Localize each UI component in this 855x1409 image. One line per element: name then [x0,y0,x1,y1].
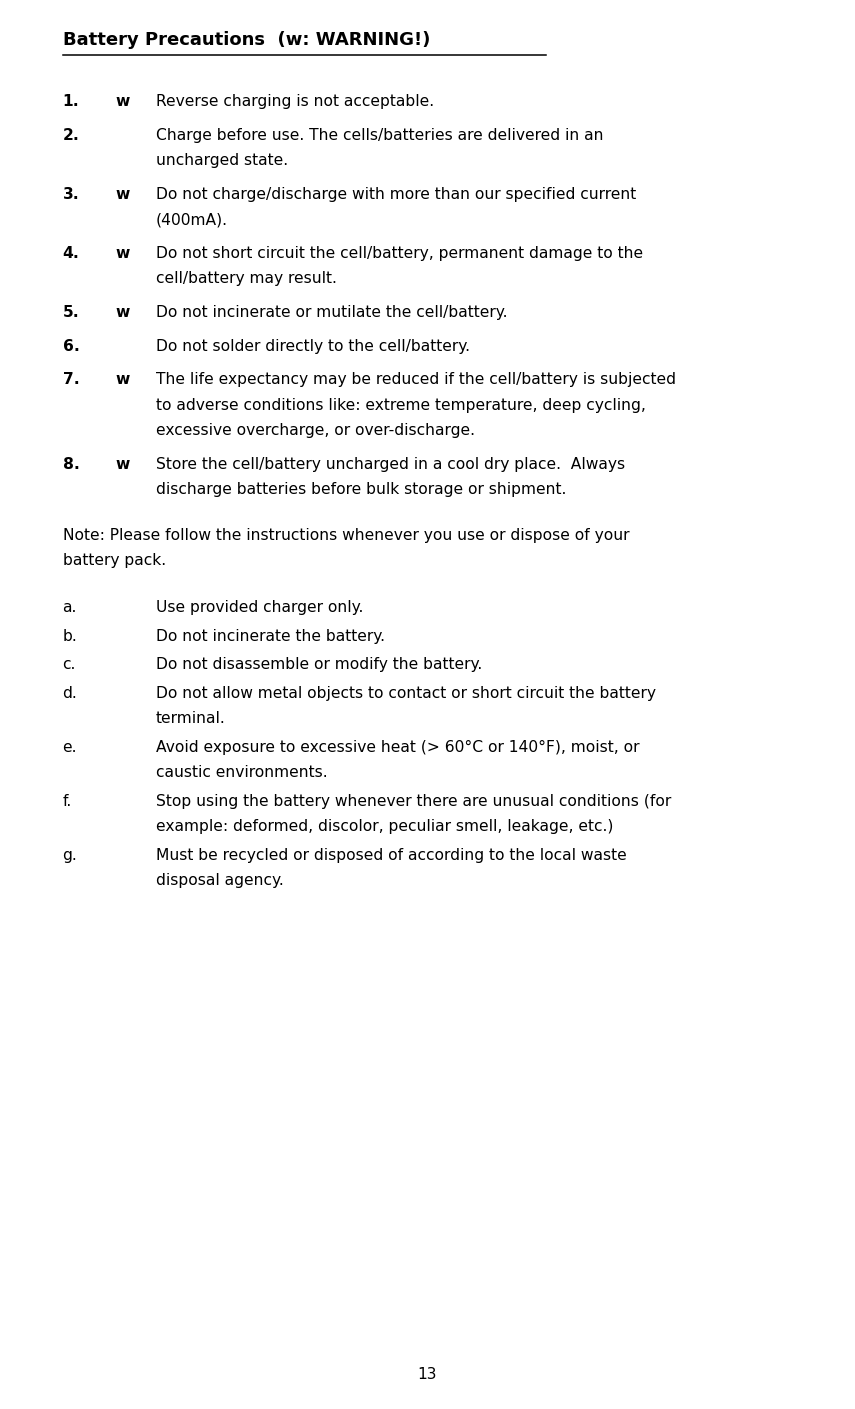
Text: Battery Precautions  (w: WARNING!): Battery Precautions (w: WARNING!) [62,31,430,48]
Text: (400mA).: (400mA). [156,213,227,227]
Text: w: w [115,304,130,320]
Text: Do not solder directly to the cell/battery.: Do not solder directly to the cell/batte… [156,338,469,354]
Text: Do not allow metal objects to contact or short circuit the battery: Do not allow metal objects to contact or… [156,686,656,702]
Text: 2.: 2. [62,128,80,144]
Text: 6.: 6. [62,338,80,354]
Text: uncharged state.: uncharged state. [156,154,287,168]
Text: Use provided charger only.: Use provided charger only. [156,600,363,616]
Text: Do not disassemble or modify the battery.: Do not disassemble or modify the battery… [156,658,482,672]
Text: to adverse conditions like: extreme temperature, deep cycling,: to adverse conditions like: extreme temp… [156,397,646,413]
Text: battery pack.: battery pack. [62,554,166,568]
Text: 3.: 3. [62,187,80,201]
Text: Stop using the battery whenever there are unusual conditions (for: Stop using the battery whenever there ar… [156,793,671,809]
Text: 5.: 5. [62,304,80,320]
Text: g.: g. [62,848,77,862]
Text: cell/battery may result.: cell/battery may result. [156,271,336,286]
Text: 8.: 8. [62,457,80,472]
Text: Do not short circuit the cell/battery, permanent damage to the: Do not short circuit the cell/battery, p… [156,247,643,261]
Text: 1.: 1. [62,94,80,110]
Text: Reverse charging is not acceptable.: Reverse charging is not acceptable. [156,94,433,110]
Text: example: deformed, discolor, peculiar smell, leakage, etc.): example: deformed, discolor, peculiar sm… [156,819,613,834]
Text: Store the cell/battery uncharged in a cool dry place.  Always: Store the cell/battery uncharged in a co… [156,457,625,472]
Text: b.: b. [62,628,77,644]
Text: caustic environments.: caustic environments. [156,765,327,781]
Text: w: w [115,94,130,110]
Text: Note: Please follow the instructions whenever you use or dispose of your: Note: Please follow the instructions whe… [62,528,629,542]
Text: f.: f. [62,793,72,809]
Text: disposal agency.: disposal agency. [156,872,283,888]
Text: The life expectancy may be reduced if the cell/battery is subjected: The life expectancy may be reduced if th… [156,372,675,387]
Text: Must be recycled or disposed of according to the local waste: Must be recycled or disposed of accordin… [156,848,627,862]
Text: e.: e. [62,740,77,755]
Text: d.: d. [62,686,77,702]
Text: Do not incinerate or mutilate the cell/battery.: Do not incinerate or mutilate the cell/b… [156,304,507,320]
Text: a.: a. [62,600,77,616]
Text: w: w [115,187,130,201]
Text: 7.: 7. [62,372,80,387]
Text: 4.: 4. [62,247,80,261]
Text: terminal.: terminal. [156,712,226,726]
Text: Avoid exposure to excessive heat (> 60°C or 140°F), moist, or: Avoid exposure to excessive heat (> 60°C… [156,740,639,755]
Text: discharge batteries before bulk storage or shipment.: discharge batteries before bulk storage … [156,482,566,497]
Text: 13: 13 [418,1367,437,1382]
Text: Do not charge/discharge with more than our specified current: Do not charge/discharge with more than o… [156,187,636,201]
Text: w: w [115,372,130,387]
Text: c.: c. [62,658,76,672]
Text: Do not incinerate the battery.: Do not incinerate the battery. [156,628,385,644]
Text: w: w [115,457,130,472]
Text: w: w [115,247,130,261]
Text: Charge before use. The cells/batteries are delivered in an: Charge before use. The cells/batteries a… [156,128,603,144]
Text: excessive overcharge, or over-discharge.: excessive overcharge, or over-discharge. [156,423,475,438]
